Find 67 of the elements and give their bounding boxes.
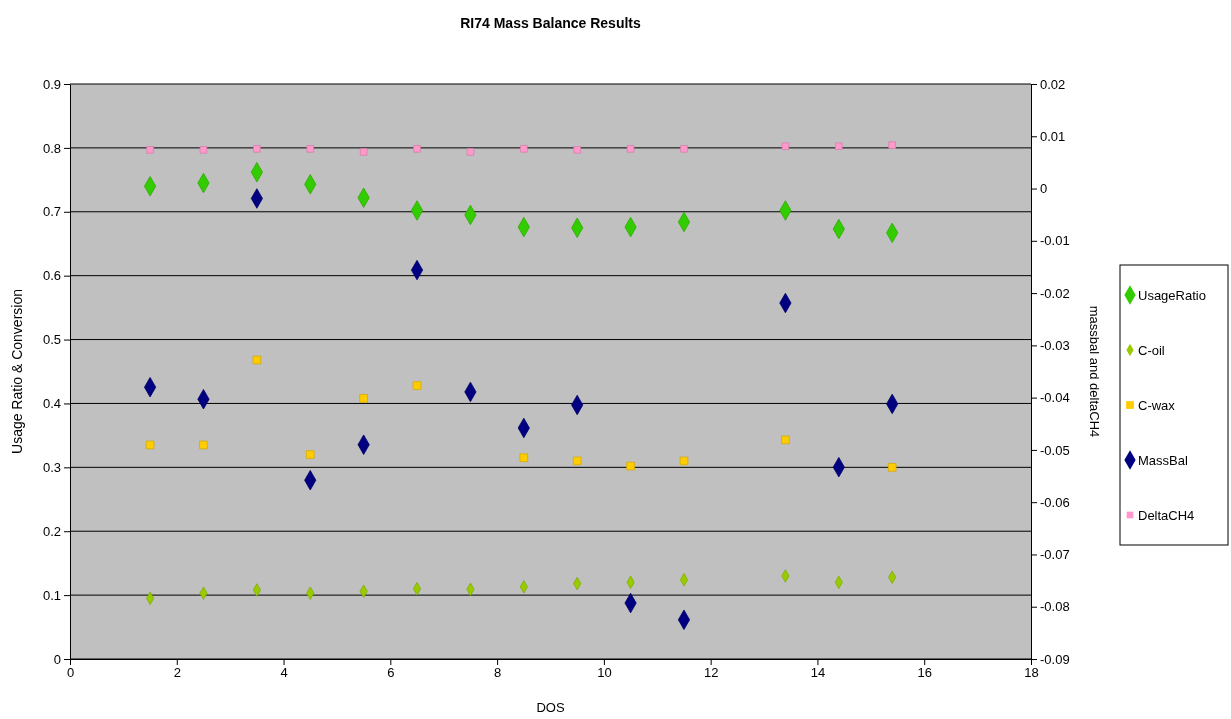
y-tick-label: 0 xyxy=(53,651,61,667)
y-tick-label: 0.4 xyxy=(42,396,61,412)
y2-tick-label: 0.02 xyxy=(1040,76,1066,92)
y-tick-label: 0.1 xyxy=(42,587,61,603)
point xyxy=(412,381,422,390)
y-tick-label: 0.7 xyxy=(42,204,61,220)
point xyxy=(199,440,208,450)
point xyxy=(253,145,261,153)
legend-label: MassBal xyxy=(1138,453,1188,468)
y2-tick-label: -0.08 xyxy=(1040,599,1070,615)
point xyxy=(626,461,635,471)
point xyxy=(573,146,581,154)
y-tick-label: 0.9 xyxy=(42,76,61,92)
y-tick-label: 0.6 xyxy=(42,268,61,284)
y2-tick-label: -0.04 xyxy=(1040,390,1070,406)
point xyxy=(835,142,843,150)
y-tick-label: 0.5 xyxy=(42,332,61,348)
point xyxy=(520,145,528,153)
y2-tick-label: -0.03 xyxy=(1040,338,1070,354)
point xyxy=(888,141,896,149)
y2-tick-label: -0.02 xyxy=(1040,285,1070,301)
y2-tick-label: -0.01 xyxy=(1040,233,1070,249)
y2-tick-label: -0.07 xyxy=(1040,547,1070,563)
point xyxy=(413,145,421,153)
point xyxy=(781,142,790,150)
y-axis-title: Usage Ratio & Conversion xyxy=(9,289,25,454)
point xyxy=(680,145,688,153)
y-tick-label: 0.8 xyxy=(42,140,61,156)
y2-tick-label: -0.05 xyxy=(1040,442,1070,458)
point xyxy=(626,145,635,153)
y2-tick-label: 0.01 xyxy=(1040,128,1066,144)
point xyxy=(359,394,368,403)
point xyxy=(359,148,368,156)
x-tick-label: 2 xyxy=(173,665,181,681)
x-tick-label: 16 xyxy=(917,665,932,681)
x-tick-label: 14 xyxy=(810,665,826,681)
point xyxy=(466,148,475,156)
point xyxy=(252,355,262,365)
point xyxy=(146,146,154,154)
y2-axis-title: massbal and deltaCH4 xyxy=(1087,305,1102,438)
x-tick-label: 0 xyxy=(66,665,75,681)
x-tick-label: 10 xyxy=(597,665,612,681)
legend-label: DeltaCH4 xyxy=(1138,508,1195,523)
x-tick-label: 6 xyxy=(387,665,395,681)
x-tick-label: 18 xyxy=(1024,665,1039,681)
point xyxy=(199,146,208,154)
legend-label: C-oil xyxy=(1138,343,1165,358)
x-axis-title: DOS xyxy=(536,700,565,715)
x-tick-label: 8 xyxy=(493,665,502,681)
legend-label: C-wax xyxy=(1138,398,1176,413)
y2-tick-label: -0.09 xyxy=(1040,651,1070,667)
chart-title: RI74 Mass Balance Results xyxy=(460,15,641,31)
point xyxy=(887,463,897,472)
y-tick-label: 0.3 xyxy=(42,459,61,475)
point xyxy=(305,450,315,459)
x-tick-label: 12 xyxy=(703,665,719,681)
y2-tick-label: -0.06 xyxy=(1040,494,1070,510)
point xyxy=(145,440,155,450)
point xyxy=(306,145,314,153)
y-tick-label: 0.2 xyxy=(42,523,61,539)
point xyxy=(519,453,529,463)
x-tick-label: 4 xyxy=(280,665,288,681)
legend-label: UsageRatio xyxy=(1138,288,1206,303)
y2-tick-label: 0 xyxy=(1040,181,1048,197)
point xyxy=(679,456,689,466)
point xyxy=(781,435,790,445)
point xyxy=(572,456,582,466)
